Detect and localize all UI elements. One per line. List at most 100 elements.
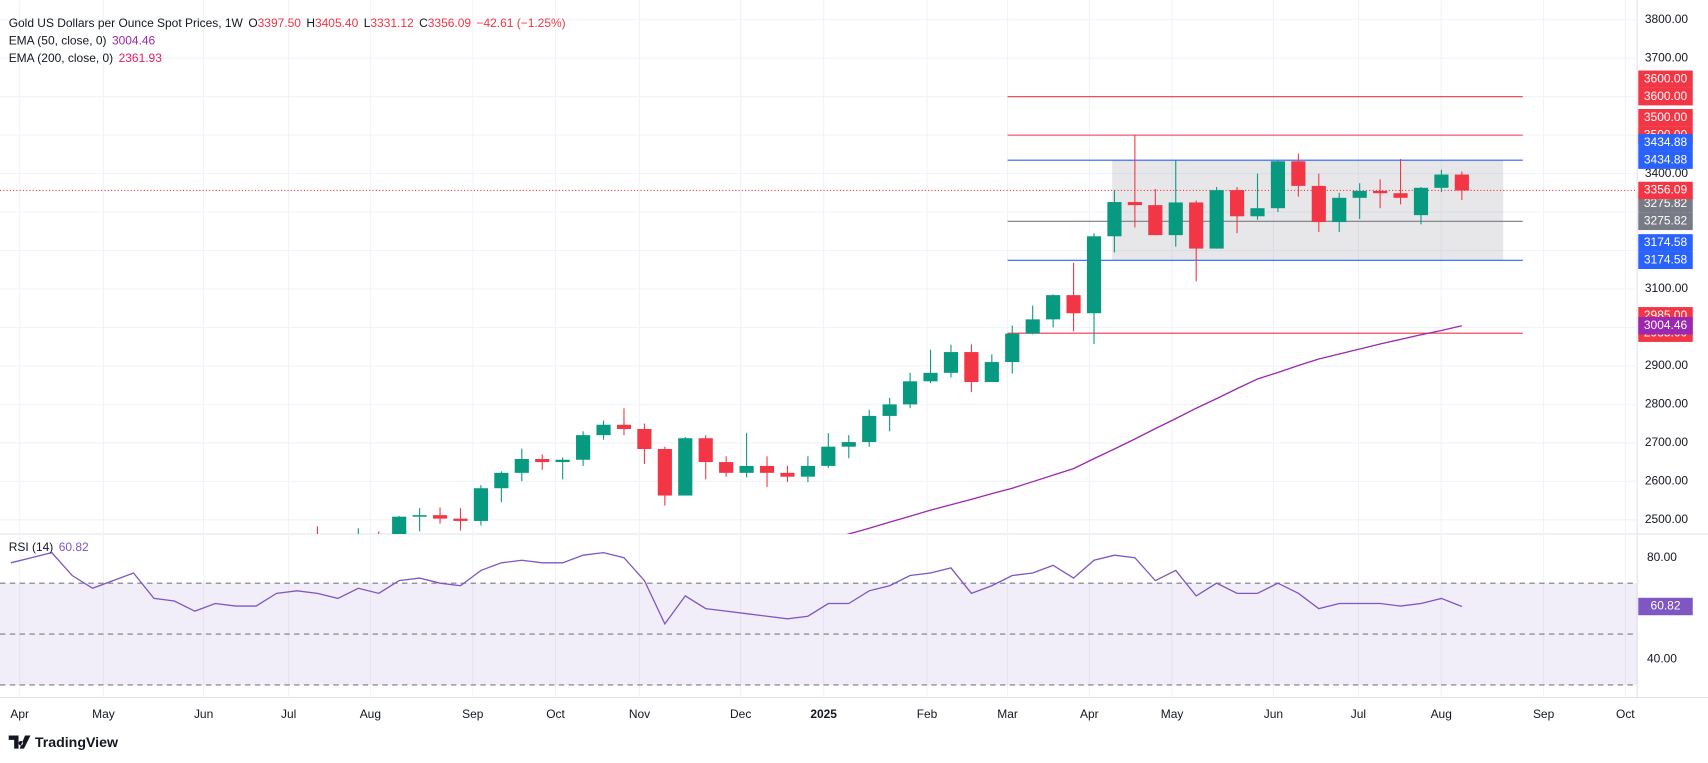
level-label: 3434.88	[1644, 152, 1688, 166]
x-tick-label: Jun	[1264, 707, 1283, 721]
candle-body	[1250, 208, 1265, 217]
candle-body	[800, 465, 815, 477]
y-tick-label: 3400.00	[1645, 166, 1689, 180]
candle-body	[1107, 202, 1122, 237]
candle-body	[1373, 190, 1388, 194]
level-label: 3600.00	[1644, 71, 1688, 85]
candle-body	[1270, 161, 1286, 209]
candle-body	[657, 448, 672, 496]
x-tick-label: Sep	[1533, 707, 1555, 721]
candle-body	[1291, 161, 1306, 186]
candle-body	[616, 424, 632, 429]
y-tick-label: 3100.00	[1645, 281, 1689, 295]
candle-body	[1352, 190, 1367, 198]
y-tick-label: 2900.00	[1645, 358, 1689, 372]
change: −42.61 (−1.25%)	[476, 16, 565, 30]
candle-body	[739, 465, 754, 473]
candle-body	[1086, 236, 1102, 314]
rsi-pane	[0, 551, 1638, 686]
candle-body	[1413, 187, 1429, 216]
candle-body	[923, 372, 938, 382]
price-axis: 2500.002600.002700.002800.002900.003000.…	[10, 12, 1693, 721]
ohlc-value: 3397.50	[258, 16, 302, 30]
level-badge	[1638, 134, 1693, 152]
series-name: EMA (50, close, 0)	[9, 34, 107, 48]
candle-body	[1393, 193, 1408, 198]
candle-body	[882, 404, 897, 416]
candle-body	[678, 438, 693, 496]
x-tick-label: Nov	[629, 707, 650, 721]
rsi-value: 60.82	[59, 540, 89, 554]
y-tick-label: 3800.00	[1645, 12, 1689, 26]
y-tick-label: 2800.00	[1645, 397, 1689, 411]
ohlc-value: 3356.09	[428, 16, 472, 30]
candle-body	[1148, 205, 1163, 236]
ema-line	[846, 325, 1463, 534]
y-tick-label: 3700.00	[1645, 50, 1689, 64]
logo: TradingView	[8, 735, 119, 751]
candle-body	[1005, 333, 1020, 363]
candle-body	[1025, 319, 1040, 334]
candle-body	[473, 488, 489, 521]
x-tick-label: Aug	[360, 707, 381, 721]
level-label: 3174.58	[1644, 252, 1688, 266]
brand: TradingView	[35, 735, 119, 751]
level-badge	[1638, 151, 1693, 169]
x-tick-label: May	[1161, 707, 1184, 721]
candle-body	[637, 428, 652, 449]
candle-body	[1189, 202, 1204, 249]
rsi-value-label: 60.82	[1651, 599, 1681, 613]
rsi-badge	[1638, 597, 1693, 616]
candle-body	[1046, 295, 1061, 320]
y-tick-label: 2500.00	[1645, 512, 1689, 526]
x-tick-label: Sep	[462, 707, 484, 721]
level-badge	[1638, 212, 1693, 231]
ohlc-key: O	[248, 16, 257, 30]
x-tick-label: Jul	[281, 707, 296, 721]
grid	[0, 0, 1638, 698]
candle-body	[862, 415, 877, 443]
candle-body	[1229, 190, 1245, 217]
level-badge	[1638, 87, 1693, 106]
x-tick-label: 2025	[810, 707, 837, 721]
candle-body	[1454, 174, 1469, 191]
price-badge	[1638, 181, 1693, 200]
level-label: 3174.58	[1644, 235, 1688, 249]
series-value: 3004.46	[112, 34, 156, 48]
legend: Gold US Dollars per Ounce Spot Prices, 1…	[9, 16, 566, 554]
candle-body	[392, 516, 407, 534]
candle-body	[494, 472, 509, 489]
x-tick-label: May	[92, 707, 115, 721]
rsi-tick-label: 80.00	[1647, 550, 1677, 564]
level-label: 3434.88	[1644, 135, 1688, 149]
rsi-tick-label: 40.00	[1647, 652, 1677, 666]
legend-line: RSI (14) 60.82	[9, 540, 89, 554]
price-label: 3356.09	[1644, 183, 1688, 197]
ohlc-value: 3331.12	[370, 16, 414, 30]
x-tick-label: Aug	[1431, 707, 1452, 721]
level-badge	[1638, 195, 1693, 213]
ohlc-key: C	[419, 16, 428, 30]
candle-body	[964, 352, 979, 383]
candle-body	[514, 458, 529, 473]
level-badge	[1638, 234, 1693, 252]
candle-body	[1209, 190, 1224, 249]
rsi-line	[10, 551, 1463, 626]
candle-body	[943, 352, 959, 373]
level-label: 3600.00	[1644, 89, 1688, 103]
candle-body	[759, 465, 775, 473]
level-label: 3275.82	[1644, 196, 1688, 210]
x-tick-label: Feb	[917, 707, 938, 721]
series-value: 2361.93	[119, 51, 163, 65]
rsi-name: RSI (14)	[9, 540, 54, 554]
candle-body	[1168, 202, 1183, 236]
ohlc-value: 3405.40	[315, 16, 359, 30]
candle-body	[1332, 197, 1347, 223]
x-tick-label: Apr	[1080, 707, 1099, 721]
ohlc-key: H	[306, 16, 315, 30]
candle-body	[596, 424, 611, 436]
y-tick-label: 2600.00	[1645, 473, 1689, 487]
